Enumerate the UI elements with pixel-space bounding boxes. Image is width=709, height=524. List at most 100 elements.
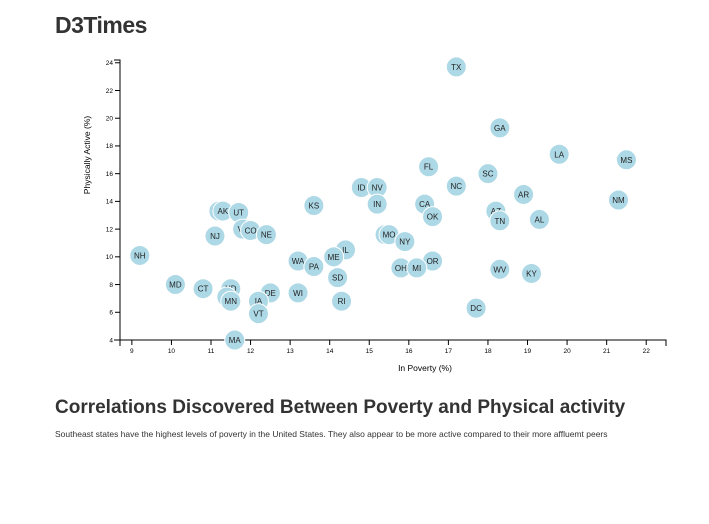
state-marker[interactable] bbox=[548, 143, 570, 165]
state-point[interactable]: VT bbox=[247, 303, 269, 325]
state-point[interactable]: AL bbox=[528, 208, 550, 230]
state-marker[interactable] bbox=[608, 189, 630, 211]
state-point[interactable]: LA bbox=[548, 143, 570, 165]
state-point[interactable]: MI bbox=[406, 257, 428, 279]
state-point[interactable]: NM bbox=[608, 189, 630, 211]
state-label: AR bbox=[518, 190, 529, 199]
state-point[interactable]: MS bbox=[615, 149, 637, 171]
state-point[interactable]: TX bbox=[445, 56, 467, 78]
state-marker[interactable] bbox=[220, 290, 242, 312]
state-label: SD bbox=[332, 274, 343, 283]
x-tick-label: 18 bbox=[484, 348, 492, 355]
state-point[interactable]: FL bbox=[418, 156, 440, 178]
state-marker[interactable] bbox=[303, 256, 325, 278]
state-marker[interactable] bbox=[331, 290, 353, 312]
state-marker[interactable] bbox=[465, 297, 487, 319]
state-marker[interactable] bbox=[445, 175, 467, 197]
state-label: KS bbox=[309, 202, 320, 211]
state-marker[interactable] bbox=[406, 257, 428, 279]
state-marker[interactable] bbox=[323, 246, 345, 268]
state-point[interactable]: NY bbox=[394, 231, 416, 253]
state-label: CO bbox=[245, 226, 257, 235]
y-tick-label: 10 bbox=[106, 254, 114, 261]
y-tick-label: 18 bbox=[106, 143, 114, 150]
state-label: MO bbox=[383, 231, 396, 240]
state-marker[interactable] bbox=[327, 267, 349, 289]
state-point[interactable]: SC bbox=[477, 163, 499, 185]
state-point[interactable]: KY bbox=[520, 262, 542, 284]
state-marker[interactable] bbox=[192, 278, 214, 300]
state-marker[interactable] bbox=[418, 156, 440, 178]
state-point[interactable]: GA bbox=[489, 117, 511, 139]
y-tick-label: 12 bbox=[106, 226, 114, 233]
state-marker[interactable] bbox=[489, 258, 511, 280]
y-axis-label: Physically Active (%) bbox=[82, 116, 92, 195]
state-marker[interactable] bbox=[164, 274, 186, 296]
y-axis: 4 6 8 10 12 14 16 18 20 22 24 bbox=[106, 59, 121, 344]
state-point[interactable]: AR bbox=[513, 183, 535, 205]
state-label: DC bbox=[470, 304, 482, 313]
state-label: NC bbox=[451, 182, 463, 191]
state-point[interactable]: PA bbox=[303, 256, 325, 278]
state-point[interactable]: NJ bbox=[204, 225, 226, 247]
state-marker[interactable] bbox=[520, 262, 542, 284]
state-point[interactable]: TN bbox=[489, 210, 511, 232]
state-point[interactable]: RI bbox=[331, 290, 353, 312]
state-marker[interactable] bbox=[445, 56, 467, 78]
state-marker[interactable] bbox=[255, 224, 277, 246]
state-point[interactable]: CT bbox=[192, 278, 214, 300]
state-label: SC bbox=[482, 170, 493, 179]
state-label: NY bbox=[399, 238, 411, 247]
state-point[interactable]: WV bbox=[489, 258, 511, 280]
x-tick-label: 21 bbox=[603, 348, 611, 355]
state-label: PA bbox=[309, 263, 320, 272]
state-marker[interactable] bbox=[129, 244, 151, 266]
state-point[interactable]: DC bbox=[465, 297, 487, 319]
x-tick-label: 16 bbox=[405, 348, 413, 355]
state-marker[interactable] bbox=[422, 206, 444, 228]
state-point[interactable]: KS bbox=[303, 195, 325, 217]
state-label: LA bbox=[554, 150, 564, 159]
state-label: UT bbox=[233, 208, 244, 217]
state-label: OR bbox=[427, 257, 439, 266]
state-marker[interactable] bbox=[204, 225, 226, 247]
state-marker[interactable] bbox=[528, 208, 550, 230]
state-marker[interactable] bbox=[513, 183, 535, 205]
state-label: NH bbox=[134, 251, 146, 260]
state-label: IL bbox=[342, 246, 349, 255]
state-marker[interactable] bbox=[366, 193, 388, 215]
state-label: AL bbox=[534, 215, 544, 224]
state-point[interactable]: MN bbox=[220, 290, 242, 312]
state-marker[interactable] bbox=[477, 163, 499, 185]
state-point[interactable]: WI bbox=[287, 282, 309, 304]
state-point[interactable]: MD bbox=[164, 274, 186, 296]
state-point[interactable]: NH bbox=[129, 244, 151, 266]
state-point[interactable]: SD bbox=[327, 267, 349, 289]
state-marker[interactable] bbox=[287, 282, 309, 304]
state-marker[interactable] bbox=[489, 117, 511, 139]
state-marker[interactable] bbox=[489, 210, 511, 232]
state-point[interactable]: NE bbox=[255, 224, 277, 246]
y-tick-label: 16 bbox=[106, 171, 114, 178]
state-point[interactable]: OK bbox=[422, 206, 444, 228]
state-marker[interactable] bbox=[224, 329, 246, 351]
state-label: OH bbox=[395, 264, 407, 273]
x-axis: 9 10 11 12 13 14 15 16 17 18 19 20 21 22 bbox=[119, 339, 667, 355]
state-label: FL bbox=[424, 163, 434, 172]
state-point[interactable]: IN bbox=[366, 193, 388, 215]
state-point[interactable]: MA bbox=[224, 329, 246, 351]
state-point[interactable]: NC bbox=[445, 175, 467, 197]
state-label: WA bbox=[292, 257, 305, 266]
state-marker[interactable] bbox=[247, 303, 269, 325]
state-point[interactable]: WA bbox=[287, 250, 309, 272]
state-point[interactable]: NV bbox=[366, 177, 388, 199]
state-point[interactable]: ME bbox=[323, 246, 345, 268]
state-marker[interactable] bbox=[615, 149, 637, 171]
y-tick-label: 6 bbox=[109, 310, 113, 317]
y-axis-domain bbox=[114, 59, 121, 341]
state-marker[interactable] bbox=[394, 231, 416, 253]
state-label: AK bbox=[218, 207, 229, 216]
state-label: VT bbox=[253, 310, 263, 319]
state-marker[interactable] bbox=[303, 195, 325, 217]
state-label: WI bbox=[293, 289, 303, 298]
